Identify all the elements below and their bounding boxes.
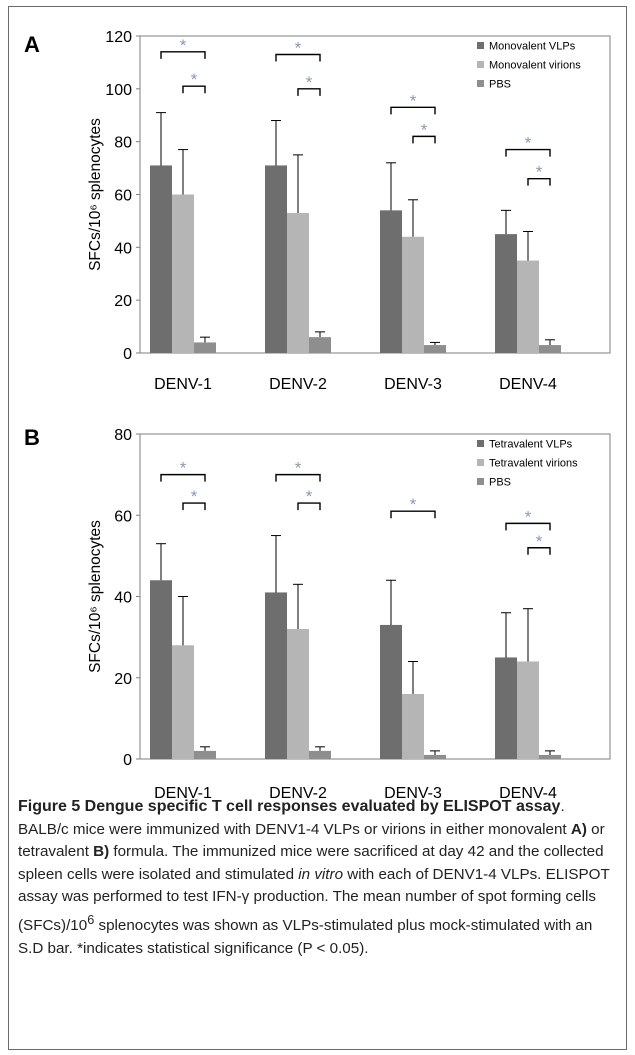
bar-a-1-1 [287, 213, 309, 353]
y-tick-label: 80 [114, 135, 132, 152]
caption-text-5: splenocytes was shown as VLPs-stimulated… [18, 917, 592, 957]
y-tick-label: 40 [114, 240, 132, 257]
bar-a-2-2 [424, 345, 446, 353]
y-tick-label: 0 [123, 346, 132, 363]
legend-swatch [477, 42, 484, 49]
bar-a-1-3 [517, 261, 539, 353]
x-tick-label: DENV-3 [384, 376, 442, 390]
x-tick-label: DENV-1 [154, 376, 212, 390]
bar-a-1-0 [172, 195, 194, 354]
x-tick-label: DENV-2 [269, 376, 327, 390]
figure-caption: Figure 5 Dengue specific T cell response… [18, 796, 618, 960]
legend-swatch [477, 61, 484, 68]
caption-title: Figure 5 Dengue specific T cell response… [18, 798, 560, 815]
significance-star: * [421, 120, 428, 139]
chart-panel-a: A 0 20 40 60 80 100 120 SFCs/10⁶ splenocytes DENV… [0, 0, 635, 390]
y-tick-label: 100 [105, 82, 132, 99]
significance-star: * [180, 36, 187, 55]
bar-a-0-2 [380, 210, 402, 353]
bar-a-0-0 [150, 165, 172, 353]
bar-a-0-3 [495, 234, 517, 353]
significance-star: * [191, 70, 198, 89]
legend-label: Monovalent VLPs [489, 41, 576, 53]
legend-swatch [477, 80, 484, 87]
x-tick-label: DENV-4 [499, 376, 557, 390]
legend-label: PBS [489, 79, 511, 91]
y-tick-label: 120 [105, 29, 132, 46]
bar-a-0-1 [265, 165, 287, 353]
bar-a-1-2 [402, 237, 424, 353]
bar-a-2-0 [194, 342, 216, 353]
caption-italic: in vitro [298, 866, 343, 883]
legend-label: Monovalent virions [489, 60, 581, 72]
y-axis-label: SFCs/10⁶ splenocytes [87, 118, 104, 271]
bar-a-2-1 [309, 337, 331, 353]
bar-a-2-3 [539, 345, 561, 353]
significance-star: * [410, 91, 417, 110]
plot-area-a [140, 36, 610, 353]
significance-star: * [306, 73, 313, 92]
panel-label-a: A [24, 32, 40, 57]
significance-star: * [525, 134, 532, 153]
significance-star: * [536, 163, 543, 182]
y-tick-label: 60 [114, 188, 132, 205]
caption-bold-b: B) [93, 843, 109, 860]
y-tick-label: 20 [114, 293, 132, 310]
caption-bold-a: A) [571, 821, 587, 838]
significance-star: * [295, 38, 302, 57]
